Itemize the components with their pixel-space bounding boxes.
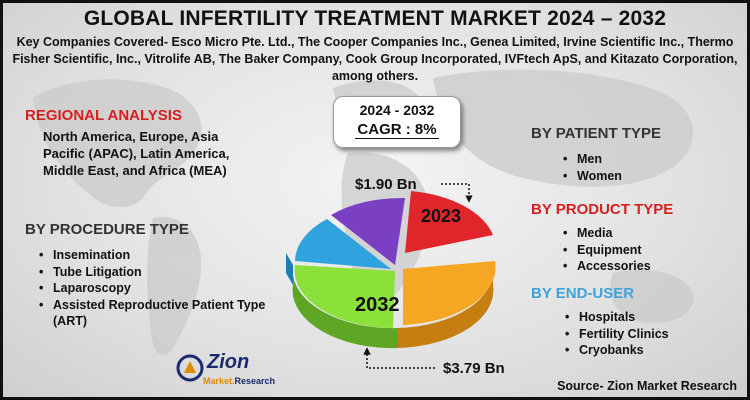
key-companies-text: Key Companies Covered- Esco Micro Pte. L… bbox=[12, 35, 738, 83]
cagr-value: CAGR : 8% bbox=[355, 121, 439, 139]
list-item: Tube Litigation bbox=[37, 264, 277, 281]
product-list: Media Equipment Accessories bbox=[561, 225, 711, 275]
list-item: Equipment bbox=[561, 242, 711, 259]
logo-name: Zion bbox=[207, 351, 250, 373]
procedure-list: Insemination Tube Litigation Laparoscopy… bbox=[37, 247, 277, 330]
list-item: Hospitals bbox=[563, 309, 723, 326]
regional-text: North America, Europe, Asia Pacific (APA… bbox=[43, 129, 230, 178]
procedure-heading: BY PROCEDURE TYPE bbox=[25, 221, 189, 238]
list-item: Media bbox=[561, 225, 711, 242]
list-item: Laparoscopy bbox=[37, 280, 277, 297]
cagr-years: 2024 - 2032 bbox=[359, 102, 435, 118]
pie-slice-green bbox=[294, 265, 395, 328]
list-item: Men bbox=[561, 151, 711, 168]
zion-logo: Zion Market.Research bbox=[173, 351, 283, 395]
pie-depth bbox=[286, 253, 494, 349]
logo-subtitle: Market.Research bbox=[203, 376, 276, 386]
market-pie-3d: 2023 2032 $1.90 Bn $3.79 Bn bbox=[286, 176, 505, 377]
pie-slice-orange bbox=[403, 261, 496, 325]
pie-slice-blue bbox=[295, 219, 391, 269]
list-item: Accessories bbox=[561, 258, 711, 275]
product-heading: BY PRODUCT TYPE bbox=[531, 201, 674, 218]
cagr-box: 2024 - 2032 CAGR : 8% bbox=[333, 96, 461, 148]
end-user-list: Hospitals Fertility Clinics Cryobanks bbox=[563, 309, 723, 359]
list-item: Cryobanks bbox=[563, 342, 723, 359]
value-2023: $1.90 Bn bbox=[355, 176, 417, 193]
end-user-heading: BY END-USER bbox=[531, 285, 635, 302]
list-item: Women bbox=[561, 168, 711, 185]
pie-slice-red bbox=[405, 191, 493, 253]
page-title: GLOBAL INFERTILITY TREATMENT MARKET 2024… bbox=[83, 7, 667, 30]
value-2032: $3.79 Bn bbox=[443, 360, 505, 377]
regional-heading: REGIONAL ANALYSIS bbox=[25, 107, 182, 124]
logo-mark-icon bbox=[176, 354, 204, 382]
arrow-2023 bbox=[441, 183, 473, 203]
list-item: Insemination bbox=[37, 247, 277, 264]
patient-list: Men Women bbox=[561, 151, 711, 184]
pie-slice-purple bbox=[331, 197, 405, 265]
list-item: Assisted Reproductive Patient Type (ART) bbox=[37, 297, 277, 330]
arrow-2032 bbox=[363, 347, 435, 369]
pie-label-2032: 2032 bbox=[355, 294, 400, 316]
pie-label-2023: 2023 bbox=[421, 206, 461, 226]
patient-heading: BY PATIENT TYPE bbox=[531, 125, 662, 142]
list-item: Fertility Clinics bbox=[563, 326, 723, 343]
source-text: Source- Zion Market Research bbox=[557, 379, 737, 393]
